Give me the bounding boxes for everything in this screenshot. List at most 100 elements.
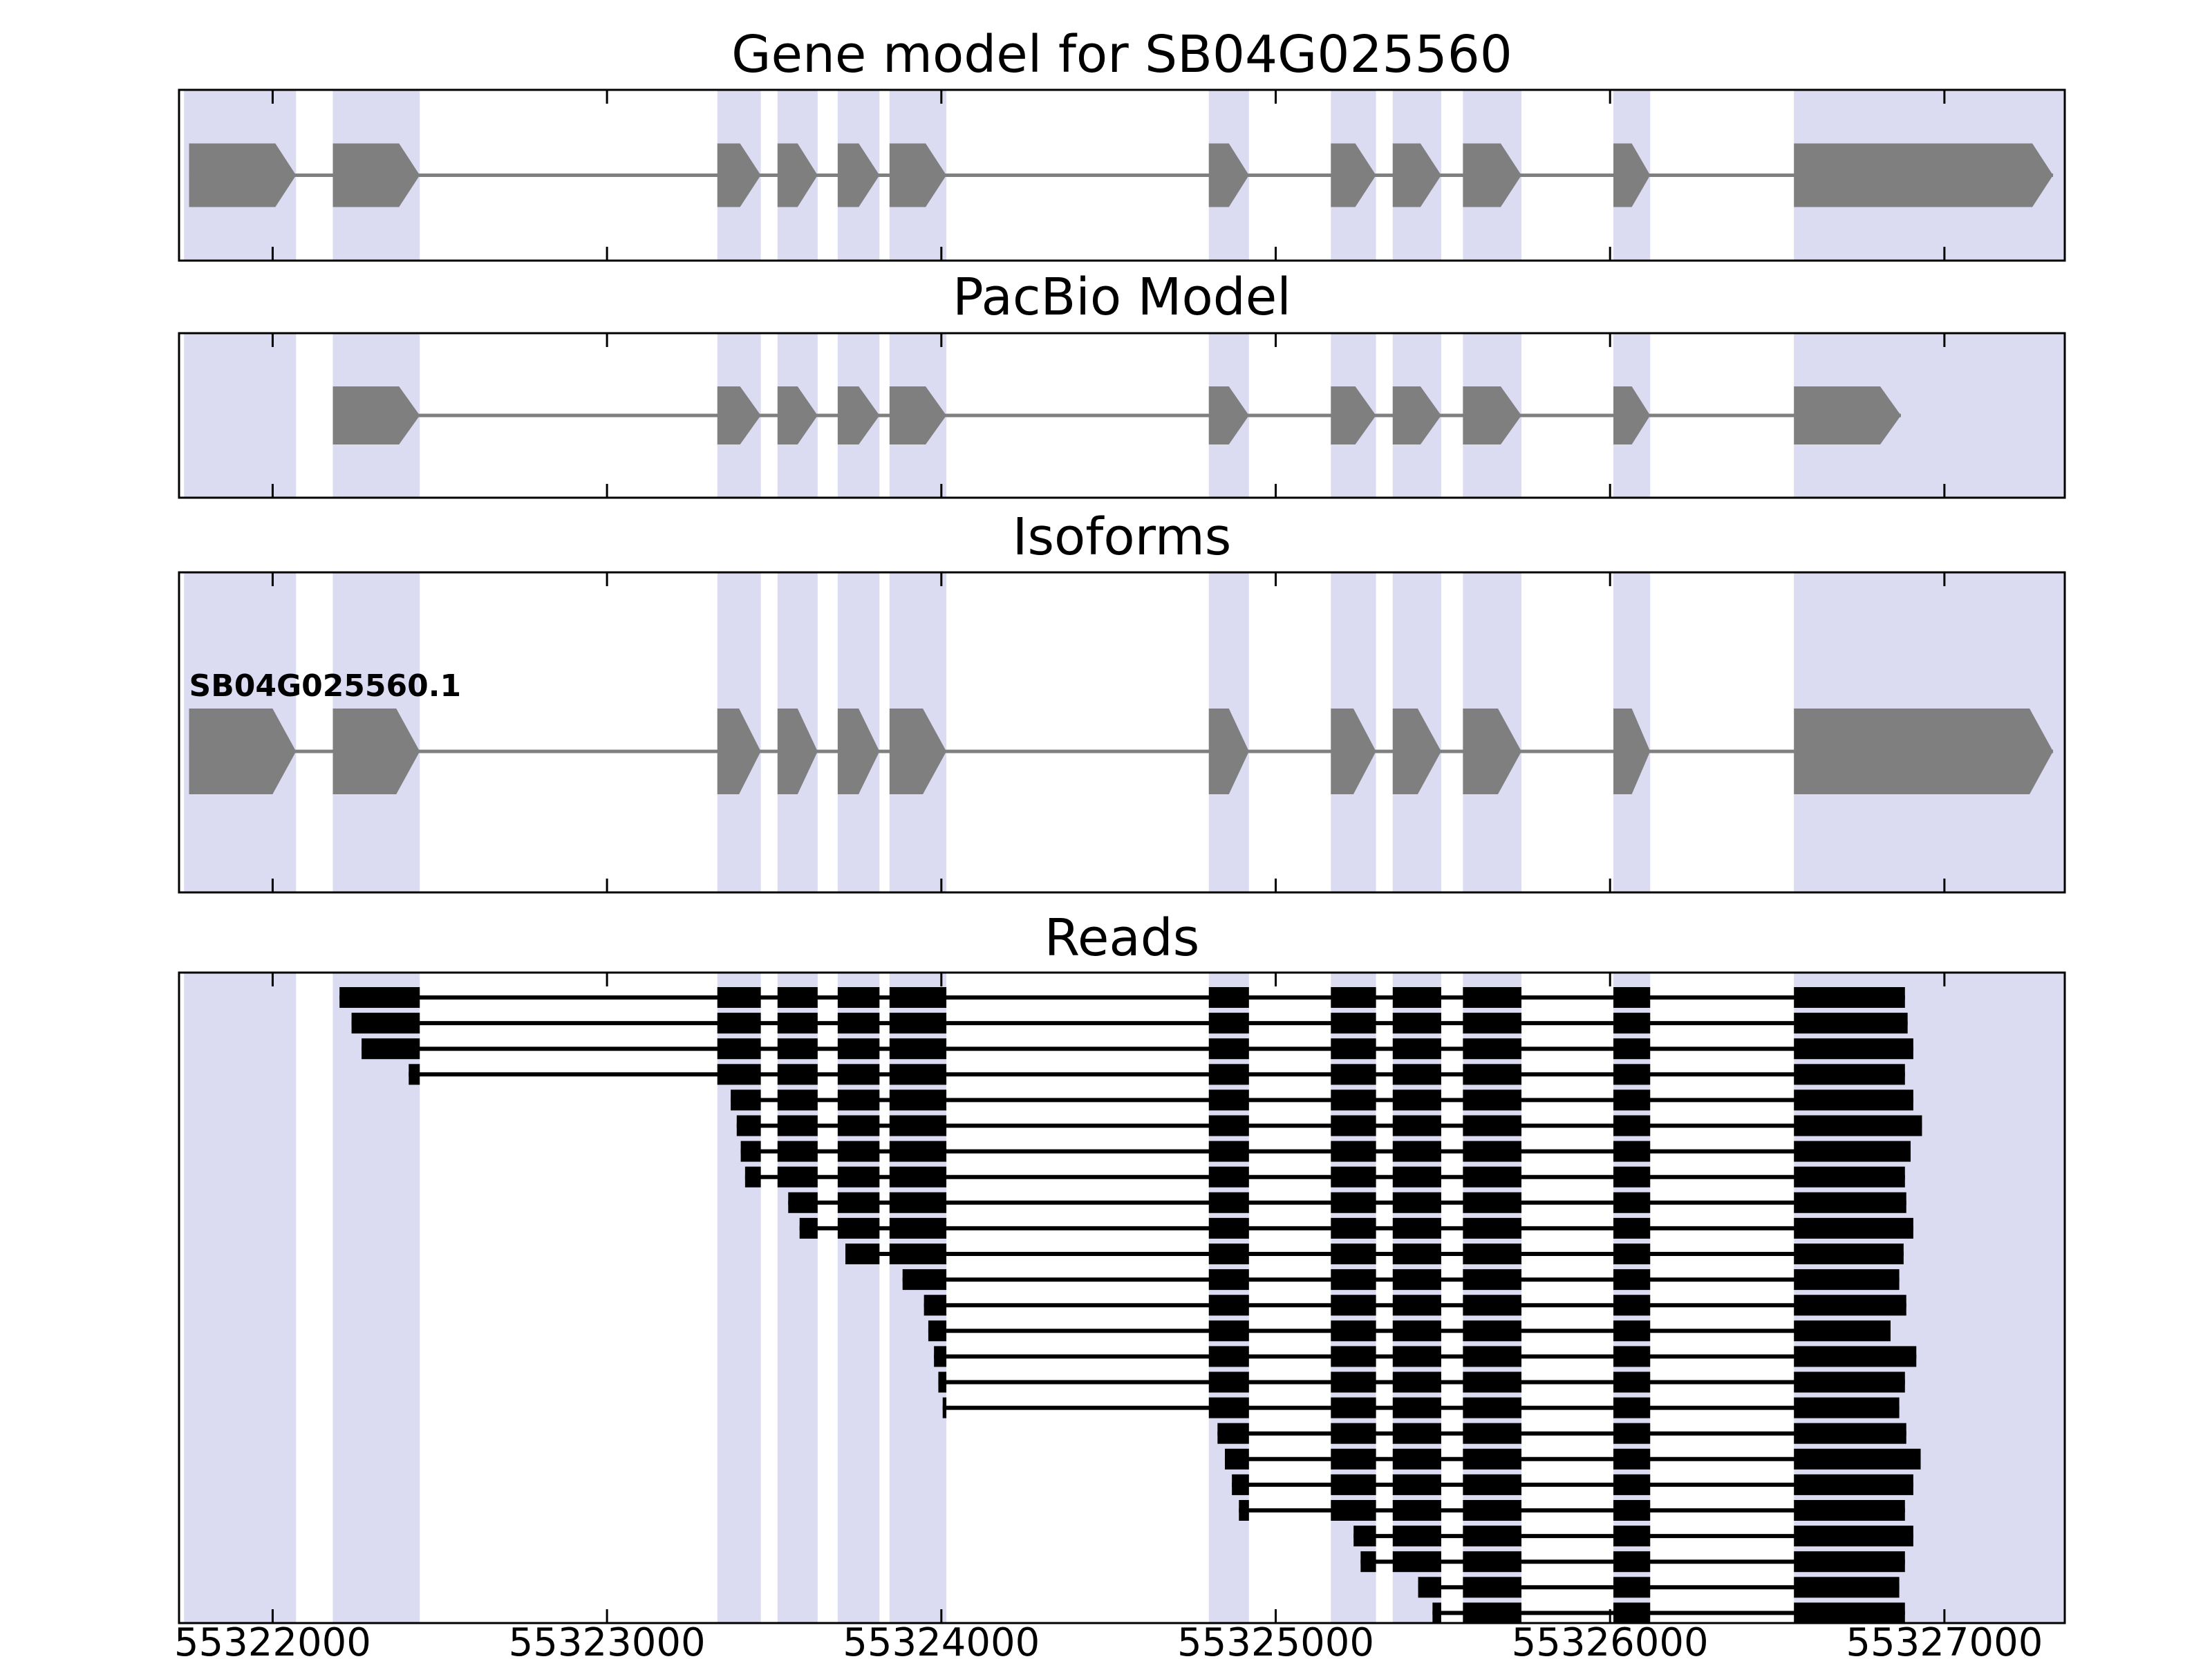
read-block bbox=[1331, 1269, 1376, 1291]
read-block bbox=[889, 1038, 947, 1060]
read-block bbox=[1463, 1448, 1522, 1470]
read-block bbox=[1392, 1166, 1441, 1188]
highlight-band bbox=[184, 333, 297, 498]
read-block bbox=[1613, 1500, 1651, 1521]
read-block bbox=[1794, 1346, 1917, 1367]
read-block bbox=[1794, 1166, 1905, 1188]
read-block bbox=[1331, 1320, 1376, 1342]
exon-block bbox=[332, 386, 420, 444]
read-block bbox=[717, 1013, 761, 1034]
read-block bbox=[1613, 1141, 1651, 1162]
read-block bbox=[1331, 1474, 1376, 1495]
read-block bbox=[1463, 1346, 1522, 1367]
read-block bbox=[1794, 1577, 1900, 1598]
read-block bbox=[351, 1013, 420, 1034]
read-block bbox=[362, 1038, 420, 1060]
read-row bbox=[788, 1192, 1906, 1213]
read-block bbox=[1208, 1269, 1249, 1291]
x-axis-tick-label: 55324000 bbox=[843, 1620, 1040, 1659]
read-block bbox=[1208, 1038, 1249, 1060]
read-block bbox=[1463, 1192, 1522, 1213]
read-block bbox=[837, 1013, 880, 1034]
read-block bbox=[1613, 1166, 1651, 1188]
exon-block bbox=[889, 143, 947, 207]
read-block bbox=[1208, 1371, 1249, 1393]
exon-block bbox=[332, 143, 420, 207]
read-block bbox=[1208, 1141, 1249, 1162]
read-block bbox=[938, 1371, 947, 1393]
exon-block bbox=[1613, 709, 1651, 794]
exon-block bbox=[1463, 143, 1522, 207]
pacbio-model-title: PacBio Model bbox=[953, 268, 1291, 327]
read-block bbox=[1463, 1089, 1522, 1111]
gene-model-panel bbox=[178, 88, 2066, 262]
read-block bbox=[1353, 1526, 1376, 1547]
read-block bbox=[1613, 1602, 1651, 1624]
read-block bbox=[1392, 1038, 1441, 1060]
read-block bbox=[1432, 1602, 1441, 1624]
x-axis-tick-labels: 55322000 55323000 55324000 55325000 55326000… bbox=[174, 1620, 2043, 1659]
read-block bbox=[889, 1141, 947, 1162]
read-block bbox=[1463, 1217, 1522, 1239]
read-block bbox=[1392, 1526, 1441, 1547]
read-block bbox=[1331, 1038, 1376, 1060]
read-block bbox=[1331, 1423, 1376, 1444]
read-row bbox=[1232, 1474, 1913, 1495]
read-block bbox=[1392, 1551, 1441, 1573]
read-block bbox=[889, 1217, 947, 1239]
exon-block bbox=[1331, 709, 1376, 794]
read-block bbox=[1331, 1371, 1376, 1393]
read-block bbox=[1208, 1397, 1249, 1418]
read-block bbox=[845, 1244, 880, 1264]
read-block bbox=[1794, 1269, 1900, 1291]
read-block bbox=[1331, 987, 1376, 1008]
read-block bbox=[777, 1166, 818, 1188]
read-block bbox=[1224, 1448, 1249, 1470]
read-block bbox=[1418, 1577, 1441, 1598]
exon-block bbox=[1208, 143, 1249, 207]
read-block bbox=[837, 1192, 880, 1213]
read-row bbox=[731, 1089, 1913, 1111]
read-block bbox=[837, 1064, 880, 1085]
read-block bbox=[1463, 1115, 1522, 1136]
read-block bbox=[889, 1166, 947, 1188]
read-block bbox=[1331, 1141, 1376, 1162]
exon-block bbox=[889, 386, 947, 444]
read-block bbox=[837, 1141, 880, 1162]
read-block bbox=[1463, 987, 1522, 1008]
read-block bbox=[1331, 1397, 1376, 1418]
read-block bbox=[1392, 1115, 1441, 1136]
read-block bbox=[1463, 1295, 1522, 1316]
exon-block bbox=[1794, 386, 1901, 444]
read-block bbox=[1392, 1371, 1441, 1393]
read-block bbox=[942, 1397, 947, 1418]
pacbio-model-panel bbox=[178, 332, 2066, 499]
exon-block bbox=[189, 709, 297, 794]
isoform-label: SB04G025560.1 bbox=[189, 668, 462, 704]
read-block bbox=[1331, 1013, 1376, 1034]
x-axis-tick-label: 55327000 bbox=[1846, 1620, 2043, 1659]
read-block bbox=[799, 1217, 818, 1239]
read-block bbox=[1613, 1423, 1651, 1444]
reads-panel bbox=[178, 971, 2066, 1624]
read-block bbox=[1208, 1013, 1249, 1034]
read-block bbox=[1360, 1551, 1376, 1573]
read-block bbox=[777, 1064, 818, 1085]
read-block bbox=[1794, 1423, 1906, 1444]
read-block bbox=[717, 1038, 761, 1060]
read-block bbox=[1613, 1192, 1651, 1213]
highlight-band bbox=[184, 973, 297, 1623]
read-block bbox=[924, 1295, 947, 1316]
read-block bbox=[1613, 1448, 1651, 1470]
read-row bbox=[351, 1013, 1908, 1034]
read-block bbox=[1794, 1244, 1904, 1264]
read-row bbox=[902, 1269, 1900, 1291]
read-block bbox=[1463, 1141, 1522, 1162]
exon-block bbox=[777, 143, 818, 207]
read-block bbox=[1392, 1269, 1441, 1291]
read-block bbox=[1463, 1064, 1522, 1085]
exon-block bbox=[1794, 143, 2054, 207]
read-row bbox=[845, 1244, 1904, 1264]
exon-block bbox=[1613, 386, 1651, 444]
